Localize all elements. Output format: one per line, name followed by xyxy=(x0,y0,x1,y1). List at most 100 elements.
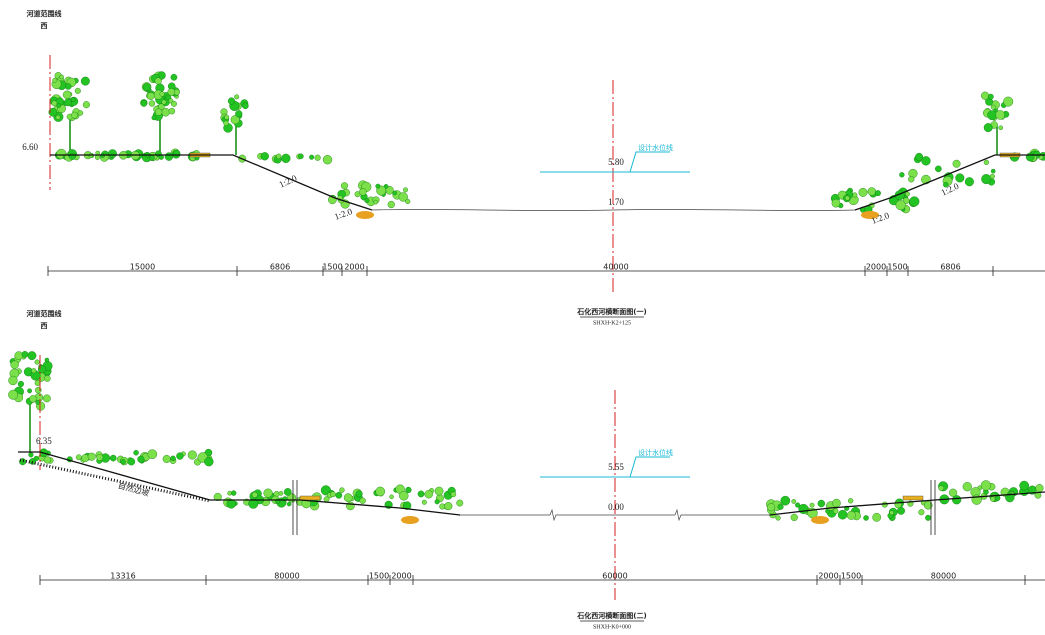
shrub xyxy=(231,490,237,496)
shrub xyxy=(863,515,869,521)
shrub xyxy=(96,454,104,461)
shrub xyxy=(867,187,876,196)
shrub xyxy=(421,499,427,505)
shrub xyxy=(831,198,841,208)
bed-elevation: 0.00 xyxy=(608,502,624,512)
shrub xyxy=(981,174,992,185)
shrub xyxy=(133,450,139,456)
shrub xyxy=(852,192,858,198)
shrub xyxy=(909,196,920,207)
shrub xyxy=(872,512,882,522)
section-code: SHXH-K0+000 xyxy=(593,624,631,630)
shrub xyxy=(44,357,50,363)
section-code: SHXH-K2+125 xyxy=(593,320,631,326)
dim-label: 13316 xyxy=(110,572,135,581)
shrub xyxy=(278,491,284,496)
shrub xyxy=(921,156,931,166)
slope-hatch xyxy=(19,458,211,503)
shrub xyxy=(171,100,177,107)
shrub xyxy=(71,111,78,119)
shrub xyxy=(281,153,291,163)
shrub xyxy=(983,123,993,133)
dim-label: 6806 xyxy=(940,263,960,272)
shrub xyxy=(77,110,84,116)
dim-label: 40000 xyxy=(603,263,628,272)
shrub xyxy=(10,360,19,369)
shrub xyxy=(925,514,932,521)
dim-label: 2000 xyxy=(344,263,364,272)
shrub xyxy=(343,493,353,503)
shrub xyxy=(962,482,972,492)
shrub xyxy=(283,488,292,496)
section-title: 石化西河横断面图(一) xyxy=(576,307,646,316)
shrub xyxy=(335,491,343,499)
shrub xyxy=(52,77,58,83)
shrub xyxy=(434,499,440,505)
shrub xyxy=(908,176,915,183)
shrub xyxy=(155,108,163,116)
shrub xyxy=(48,107,58,117)
shrub xyxy=(444,502,453,511)
stone xyxy=(401,516,419,524)
shrub xyxy=(987,93,994,100)
shrub xyxy=(981,91,990,100)
shrub xyxy=(120,459,126,465)
river-bed xyxy=(460,508,770,522)
shrub xyxy=(251,491,258,498)
shrub xyxy=(230,115,240,125)
shrub xyxy=(59,74,64,80)
shrub xyxy=(27,351,37,361)
shrub xyxy=(889,510,894,516)
shrub xyxy=(983,159,990,166)
shrub xyxy=(127,457,136,466)
dim-label: 2000 xyxy=(866,263,886,272)
shrub xyxy=(964,177,974,187)
shrub xyxy=(832,498,841,508)
shrub xyxy=(417,490,425,498)
side-label: 西 xyxy=(41,322,48,330)
water-label: 设计水位线 xyxy=(638,448,673,457)
shrub xyxy=(346,501,355,511)
shrub xyxy=(314,154,321,161)
shrub xyxy=(161,99,167,105)
shrub xyxy=(33,455,39,462)
shrub xyxy=(949,488,958,497)
shrub xyxy=(994,495,1001,501)
shrub xyxy=(339,487,345,493)
shrub xyxy=(402,501,412,510)
dim-label: 2000 xyxy=(818,572,838,581)
dim-label: 80000 xyxy=(274,572,299,581)
shrub xyxy=(154,77,162,85)
shrub xyxy=(43,375,51,382)
water-level: 5.55 xyxy=(608,462,624,472)
shrub xyxy=(204,457,214,467)
shrub xyxy=(235,110,243,118)
shrub xyxy=(790,513,798,522)
shrub xyxy=(330,491,336,498)
shrub xyxy=(923,501,933,510)
shrub xyxy=(176,452,184,460)
right-bank xyxy=(854,154,1045,211)
slope-label: 1:2.0 xyxy=(939,181,960,198)
shrub xyxy=(952,495,962,505)
shrub xyxy=(952,159,961,168)
shrub xyxy=(224,114,230,120)
shrub xyxy=(405,198,411,205)
section-title: 石化西河横断面图(二) xyxy=(576,611,646,620)
shrub xyxy=(456,499,464,507)
shrub xyxy=(899,172,905,178)
shrub xyxy=(55,114,61,120)
shrub xyxy=(137,455,145,463)
shrub xyxy=(17,380,24,388)
shrub xyxy=(275,153,282,160)
shrub xyxy=(149,155,155,161)
shrub xyxy=(159,91,165,97)
shrub xyxy=(434,486,444,496)
shrub xyxy=(34,359,40,365)
right-bank xyxy=(769,491,1045,516)
shrub xyxy=(995,110,1005,120)
shrub xyxy=(64,98,72,107)
dim-label: 1500 xyxy=(887,263,907,272)
shrub xyxy=(21,351,29,358)
